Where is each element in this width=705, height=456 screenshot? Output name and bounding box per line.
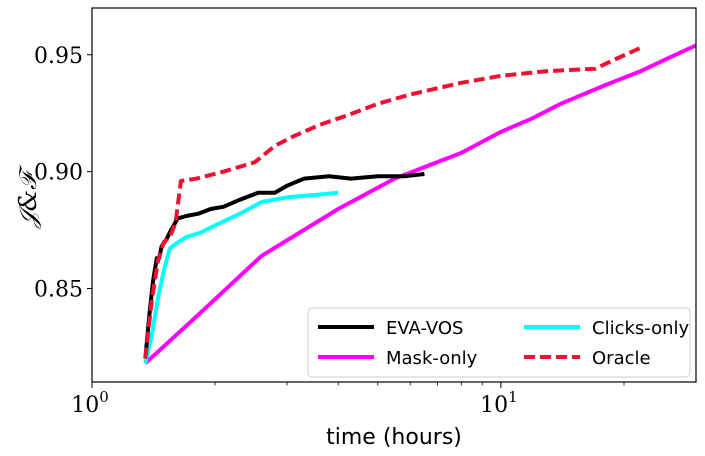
series-line-oracle xyxy=(143,45,642,359)
y-tick-label: 0.85 xyxy=(34,278,83,303)
series-line-clicks-only xyxy=(143,190,339,364)
x-tick-label: 100 xyxy=(71,388,109,418)
legend-box xyxy=(307,307,691,378)
legend-label: Mask-only xyxy=(386,348,478,369)
legend-label: Oracle xyxy=(592,348,651,369)
y-tick-label: 0.90 xyxy=(34,161,83,186)
axis-ticks: 0.85 0.90 0.95 100 101 xyxy=(34,44,625,418)
x-tick-label: 101 xyxy=(480,388,518,418)
plot-marks xyxy=(143,43,696,365)
series-line-mask-only xyxy=(143,43,696,365)
legend-label: Clicks-only xyxy=(592,318,690,339)
x-axis-label: time (hours) xyxy=(326,425,462,450)
y-tick-label: 0.95 xyxy=(34,44,83,69)
legend-label: EVA-VOS xyxy=(386,318,463,339)
plot-frame xyxy=(91,7,697,383)
y-axis-label: 𝒥&ℱ xyxy=(14,164,42,229)
legend: EVA-VOS Clicks-only Mask-only Oracle xyxy=(307,307,691,378)
